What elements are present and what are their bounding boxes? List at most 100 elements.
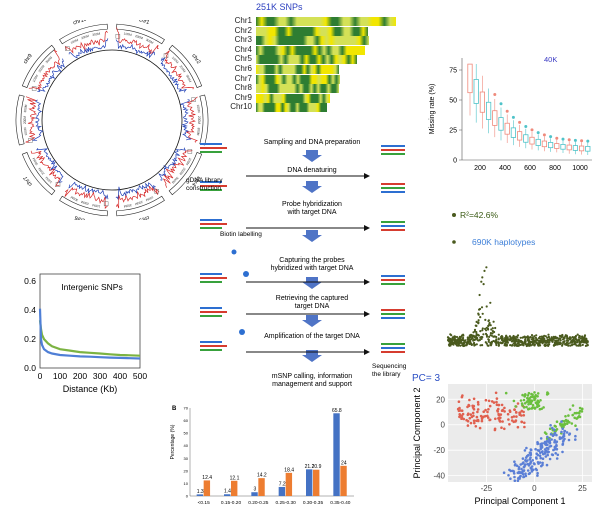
pca-point: [525, 446, 528, 450]
haplotype-point: [475, 343, 478, 346]
workflow-step-line: management and support: [272, 381, 352, 388]
circos-tick-label: 100M: [123, 32, 132, 37]
chromosome-label: chr5: [138, 214, 150, 220]
x-tick-label: 0: [532, 484, 537, 493]
haplotype-point: [556, 336, 559, 339]
haplotype-point: [474, 324, 477, 327]
circos-tick-label: 100M: [44, 176, 53, 185]
pca-point: [527, 398, 531, 401]
pca-point: [529, 448, 533, 451]
y-axis-label: Principal Component 2: [412, 387, 422, 478]
haplotype-point: [524, 340, 527, 343]
down-arrow: [302, 230, 322, 242]
box: [572, 145, 578, 151]
box-outlier: [499, 102, 503, 106]
box: [529, 136, 535, 145]
haplotype-point: [566, 337, 569, 340]
pca-point: [514, 419, 518, 422]
haplotype-point: [469, 333, 473, 336]
box: [498, 117, 504, 131]
category-label: 0.30-0.35: [303, 500, 324, 506]
pca-point: [522, 461, 525, 464]
haplotype-point: [491, 327, 494, 330]
haplotype-point: [559, 339, 562, 342]
haplotype-point: [492, 320, 495, 323]
pca-point: [538, 454, 542, 457]
pca-point: [527, 453, 530, 457]
chromosome-ideogram: [59, 23, 108, 45]
pca-point: [571, 413, 574, 417]
pca-point: [548, 457, 552, 461]
pca-point: [515, 415, 518, 418]
pca-point: [461, 394, 464, 397]
pca-point: [520, 414, 523, 417]
pca-point: [537, 449, 541, 452]
circos-track-red: [28, 49, 61, 90]
circos-tick-label: 100M: [23, 127, 28, 136]
haplotype-point: [548, 339, 551, 342]
pca-point: [561, 450, 564, 454]
pca-point: [469, 421, 473, 425]
haplotype-point: [473, 328, 477, 331]
category-label: <0.15: [198, 500, 210, 506]
pca-point: [546, 450, 550, 453]
pca-point: [561, 440, 565, 443]
box: [467, 63, 473, 94]
pca-point: [525, 405, 528, 409]
box: [560, 144, 566, 150]
box-outlier: [580, 139, 584, 143]
circos-marker: [103, 201, 109, 206]
pca-point: [527, 463, 530, 466]
pca-point: [480, 415, 484, 419]
pca-point: [466, 424, 470, 427]
seq-label: the library: [372, 371, 401, 378]
pca-point: [529, 456, 532, 459]
pca-point: [553, 428, 556, 431]
haplotype-point: [577, 344, 581, 347]
circos-marker: [154, 189, 159, 194]
chr-label: Chr7: [234, 73, 252, 83]
down-arrow: [302, 150, 322, 162]
haplotype-point: [563, 340, 566, 343]
x-tick-label: 200: [474, 165, 486, 172]
haplotype-point: [517, 344, 520, 347]
box-outlier: [505, 109, 509, 113]
pca-point: [575, 411, 578, 415]
pca-point: [523, 393, 527, 396]
category-label: 0.15-0.20: [221, 500, 242, 506]
pca-point: [522, 414, 526, 417]
haplotype-point: [453, 337, 456, 340]
pca-point: [546, 440, 550, 443]
pca-point: [541, 457, 545, 460]
box-outlier: [536, 131, 540, 135]
pca-point: [531, 395, 535, 399]
bar-value-label: 12.4: [202, 475, 212, 481]
circos-track-red: [64, 30, 108, 54]
bar: [340, 465, 347, 496]
haplotype-point: [547, 333, 550, 336]
haplotype-point: [472, 342, 475, 345]
haplotype-point: [479, 336, 482, 339]
haplotype-point: [544, 344, 547, 347]
haplotype-point: [470, 343, 473, 346]
x-tick-label: -25: [481, 484, 493, 493]
pca-point: [503, 410, 506, 413]
haplotype-point: [481, 327, 484, 330]
haplotype-point: [479, 330, 482, 333]
pca-point: [570, 422, 574, 425]
x-axis-label: Distance (Kb): [63, 384, 118, 394]
pca-point: [484, 398, 488, 402]
pca-point: [466, 413, 470, 417]
percentage-bar-chart: 0 10 20 30 40 50 60 70 Percentage (%) B <0.15 1.3 12…: [170, 406, 354, 506]
pca-point: [559, 423, 562, 427]
haplotype-point: [567, 344, 570, 347]
chromosome-ideogram: [21, 44, 56, 88]
haplotype-point: [569, 338, 572, 341]
pca-point: [550, 438, 553, 441]
pca-point: [528, 407, 531, 410]
box: [479, 91, 486, 113]
circos-track-red: [116, 27, 159, 55]
workflow-step: DNA denaturing: [287, 167, 337, 174]
workflow-step: Probe hybridization with target DNA: [282, 201, 342, 216]
chr-density-bar: [256, 93, 331, 103]
